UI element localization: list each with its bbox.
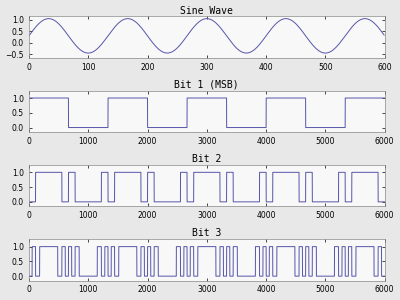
Title: Bit 1 (MSB): Bit 1 (MSB) — [174, 80, 239, 90]
Title: Sine Wave: Sine Wave — [180, 6, 233, 16]
Title: Bit 3: Bit 3 — [192, 229, 222, 238]
Title: Bit 2: Bit 2 — [192, 154, 222, 164]
